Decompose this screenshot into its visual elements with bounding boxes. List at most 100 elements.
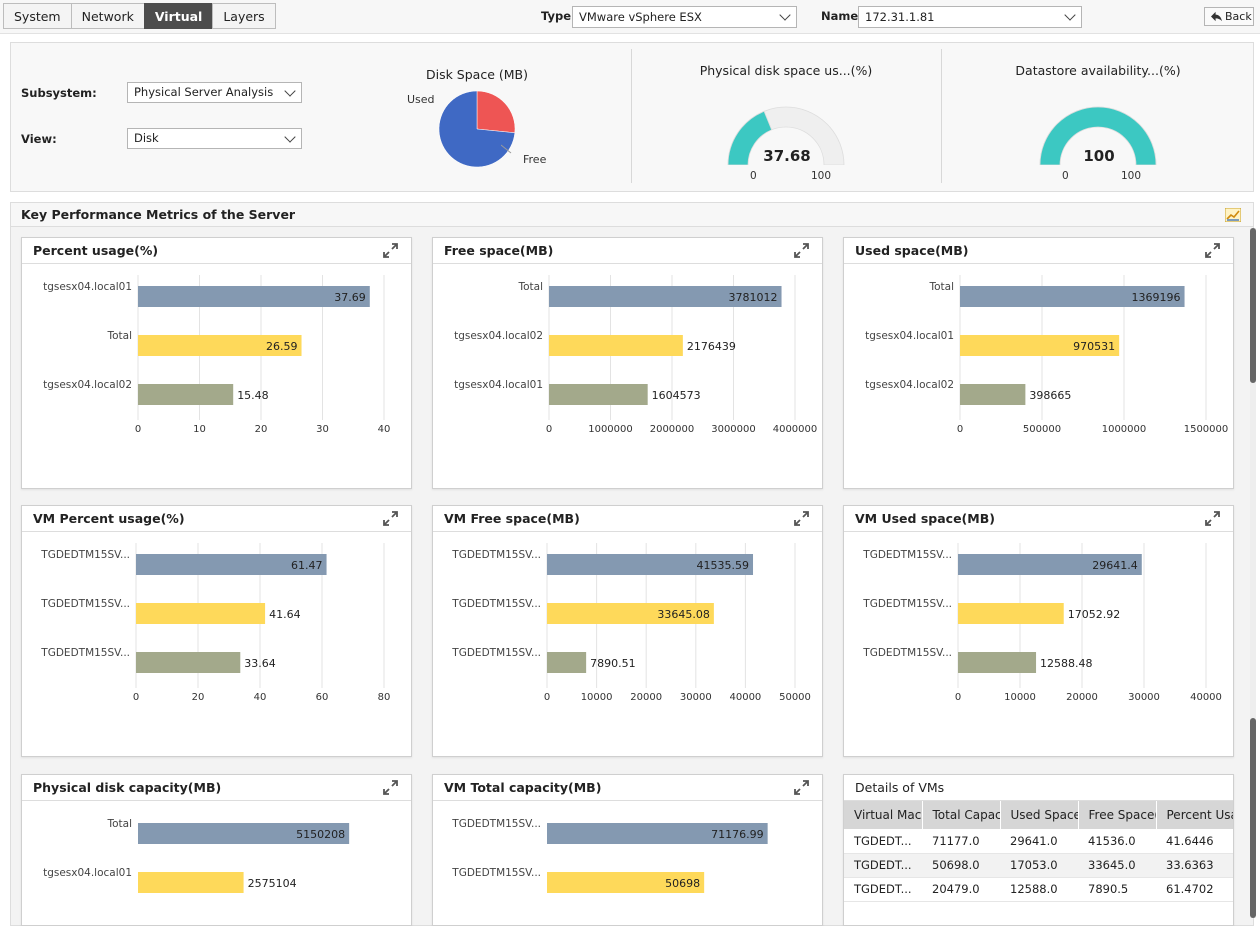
table-cell: 33645.0 (1078, 853, 1156, 878)
table-row[interactable]: TGDEDT... 50698.0 17053.0 33645.0 33.636… (844, 853, 1233, 878)
category-label: TGDEDTM15SV... (451, 549, 541, 561)
chart-icon[interactable] (1225, 208, 1241, 222)
expand-icon[interactable] (794, 243, 809, 258)
expand-icon[interactable] (1205, 243, 1220, 258)
category-label: Total (106, 330, 132, 342)
expand-icon[interactable] (383, 780, 398, 795)
name-select[interactable]: 172.31.1.81 (858, 6, 1082, 28)
x-tick-label: 0 (544, 692, 550, 703)
category-label: TGDEDTM15SV... (451, 867, 541, 879)
scroll-thumb[interactable] (1250, 718, 1256, 918)
table-row[interactable]: TGDEDT... 20479.0 12588.0 7890.5 61.4702 (844, 877, 1233, 902)
back-button-label: Back (1225, 10, 1252, 23)
chevron-down-icon (779, 9, 791, 21)
column-header[interactable]: Total Capacity (922, 801, 1001, 829)
category-label: Total (517, 281, 543, 293)
table-cell: TGDEDT... (844, 853, 922, 878)
expand-icon[interactable] (794, 511, 809, 526)
x-tick-label: 40000 (729, 692, 761, 703)
type-select[interactable]: VMware vSphere ESX (572, 6, 797, 28)
bar (138, 872, 244, 893)
x-tick-label: 1500000 (1184, 424, 1229, 435)
x-tick-label: 20000 (630, 692, 662, 703)
gauge2-min: 0 (1062, 170, 1069, 182)
back-arrow-icon (1211, 11, 1222, 22)
gauge1-min: 0 (750, 170, 757, 182)
x-tick-label: 500000 (1023, 424, 1061, 435)
data-label: 3781012 (729, 291, 778, 304)
percent-usage-bar-chart: 0 10 20 30 40 tgsesx04.local01 37.69 Total 26.59… (43, 275, 391, 435)
tab-system[interactable]: System (3, 3, 72, 29)
vm-percent-usage-bar-chart: 0 20 40 60 80 TGDEDTM15SV... 61.47 TGDEDTM15SV.… (40, 543, 390, 703)
data-label: 33645.08 (657, 608, 710, 621)
x-tick-label: 20 (255, 424, 268, 435)
gauge-fill (1039, 106, 1157, 165)
category-label: TGDEDTM15SV... (862, 549, 952, 561)
tab-virtual[interactable]: Virtual (143, 3, 214, 29)
table-cell: 41536.0 (1078, 829, 1156, 854)
summary-divider (941, 49, 942, 183)
data-label: 41.64 (269, 608, 301, 621)
data-label: 50698 (665, 877, 700, 890)
physical-disk-gauge (727, 106, 845, 165)
chevron-down-icon (1064, 9, 1076, 21)
gauge2-value: 100 (1083, 147, 1115, 165)
expand-icon[interactable] (383, 511, 398, 526)
gauge1-max: 100 (811, 170, 832, 182)
category-label: tgsesx04.local01 (454, 379, 543, 391)
bar (547, 554, 754, 575)
card-title: VM Percent usage(%) (22, 506, 411, 532)
scroll-thumb[interactable] (1250, 228, 1256, 383)
x-tick-label: 30 (316, 424, 329, 435)
expand-icon[interactable] (383, 243, 398, 258)
back-button[interactable]: Back (1204, 7, 1254, 26)
tab-network[interactable]: Network (70, 3, 145, 29)
expand-icon[interactable] (794, 780, 809, 795)
x-tick-label: 50000 (779, 692, 811, 703)
x-tick-label: 30000 (1128, 692, 1160, 703)
scrollbar[interactable] (1250, 228, 1256, 918)
expand-icon[interactable] (1205, 511, 1220, 526)
chart-card-used-space: Used space(MB) 0 500000 1000000 1500000 Tota… (843, 237, 1234, 489)
category-label: TGDEDTM15SV... (40, 549, 130, 561)
card-title: VM Used space(MB) (844, 506, 1233, 532)
summary-divider (631, 49, 632, 183)
category-label: TGDEDTM15SV... (40, 647, 130, 659)
x-tick-label: 1000000 (588, 424, 633, 435)
column-header[interactable]: Free Space( (1078, 801, 1157, 829)
table-row[interactable]: TGDEDT... 71177.0 29641.0 41536.0 41.644… (844, 829, 1233, 854)
data-label: 7890.51 (590, 657, 636, 670)
x-tick-label: 0 (955, 692, 961, 703)
column-header[interactable]: Virtual Machine (844, 801, 923, 829)
column-header[interactable]: Used Space (1000, 801, 1079, 829)
vm-total-capacity-bar-chart: TGDEDTM15SV... 71176.99 TGDEDTM15SV... 5069… (451, 818, 768, 893)
pie-slice-used (476, 90, 516, 134)
subsystem-select[interactable]: Physical Server Analysis (127, 82, 302, 103)
data-label: 33.64 (244, 657, 276, 670)
vm-free-space-bar-chart: 0 10000 20000 30000 40000 50000 TGDEDTM15SV...… (451, 543, 811, 703)
free-space-bar-chart: 0 1000000 2000000 3000000 4000000 Total 378101… (454, 275, 817, 435)
x-tick-label: 2000000 (650, 424, 695, 435)
category-label: TGDEDTM15SV... (862, 598, 952, 610)
x-tick-label: 20 (192, 692, 205, 703)
name-select-value: 172.31.1.81 (865, 10, 935, 24)
kpm-title: Key Performance Metrics of the Server (11, 203, 1253, 227)
bar (138, 823, 350, 844)
category-label: tgsesx04.local01 (865, 330, 954, 342)
summary-panel: Subsystem: Physical Server Analysis View… (10, 42, 1254, 192)
category-label: tgsesx04.local02 (865, 379, 954, 391)
chevron-down-icon (284, 85, 296, 97)
bar (547, 603, 714, 624)
pie-slice-free (438, 90, 516, 168)
pie-leader-lines (501, 144, 512, 154)
column-header[interactable]: Percent Usa (1156, 801, 1233, 829)
bar (549, 286, 782, 307)
vm-details-card: Details of VMs Virtual Machine Total Cap… (843, 774, 1234, 926)
data-label: 970531 (1073, 340, 1115, 353)
x-tick-label: 40 (378, 424, 391, 435)
tab-layers[interactable]: Layers (212, 3, 276, 29)
view-select-value: Disk (134, 131, 159, 145)
bar (958, 603, 1064, 624)
datastore-availability-gauge (1039, 106, 1157, 165)
view-select[interactable]: Disk (127, 128, 302, 149)
